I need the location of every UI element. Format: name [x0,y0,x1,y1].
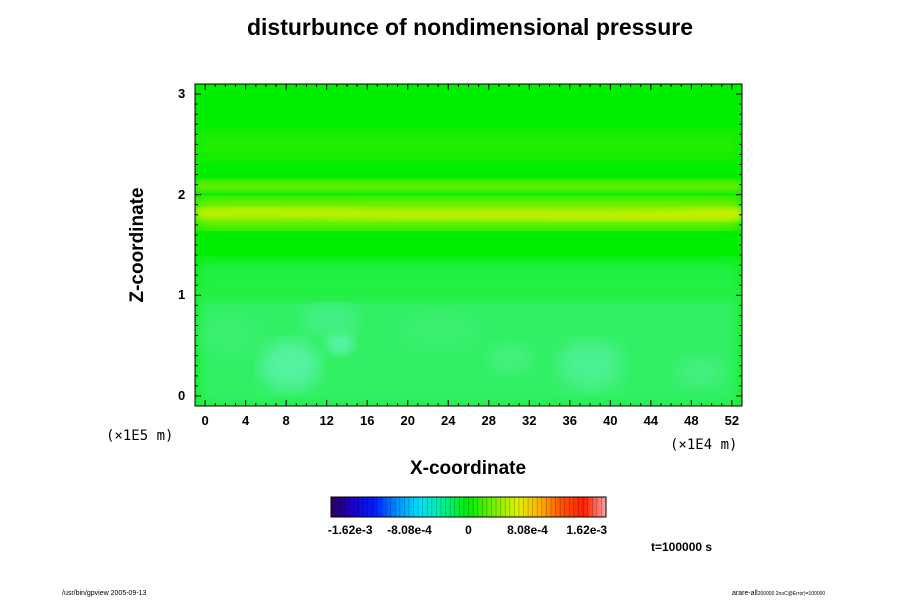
x-unit-label: (×1E4 m) [670,437,738,453]
x-tick-label: 44 [643,413,659,428]
x-tick-label: 12 [319,413,334,428]
field-blob [326,331,354,355]
field-blob [558,340,622,390]
x-tick-label: 40 [603,413,618,428]
colorbar-tick-label: 8.08e-4 [507,523,548,537]
colorbar-divisions [335,497,602,517]
colorbar-tick-label: 0 [465,523,472,537]
y-axis-label: Z-coordinate [127,187,148,303]
y-unit-label: (×1E5 m) [106,428,174,444]
axes [194,83,743,407]
footer-right-sub: 200000 2noC@Error)=100000 [757,591,826,597]
footer-left: /usr/bin/gpview 2005-09-13 [62,590,147,597]
field-blob [400,312,480,348]
y-tick-label: 0 [178,387,186,403]
x-tick-label: 0 [201,413,209,428]
field-band-yellow [195,208,742,221]
footer-right-main: arare-all [732,590,758,597]
field-mid-region [195,260,742,300]
y-tick-label: 2 [178,186,186,202]
x-tick-label: 52 [724,413,740,428]
x-tick-label: 24 [441,413,456,428]
field-band-top [195,130,742,160]
field-blob [200,315,260,355]
y-tick-label: 3 [178,86,186,102]
colorbar [331,497,606,517]
x-tick-label: 4 [242,413,250,428]
x-tick-label: 28 [481,413,496,428]
chart-title: disturbunce of nondimensional pressure [246,14,693,40]
field-blob [302,305,358,335]
colorbar-tick-label: 1.62e-3 [566,523,608,537]
x-tick-label: 20 [400,413,415,428]
colorbar-frame [330,496,607,518]
field-band-upper [195,180,742,192]
field-blob [488,344,532,372]
x-axis-label: X-coordinate [409,458,527,479]
field-blob [260,340,320,390]
x-tick-label: 32 [522,413,537,428]
field-blob [676,357,724,387]
y-tick-label: 1 [178,287,186,303]
x-tick-label: 48 [684,413,699,428]
time-annotation: t=100000 s [651,540,713,554]
pressure-field [195,84,742,406]
x-tick-label: 16 [359,413,375,428]
colorbar-tick-label: -8.08e-4 [387,523,432,537]
x-tick-label: 8 [282,413,290,428]
colorbar-tick-label: -1.62e-3 [327,523,373,537]
x-tick-label: 36 [562,413,578,428]
footer-right: arare-all200000 2noC@Error)=100000 [732,590,825,597]
